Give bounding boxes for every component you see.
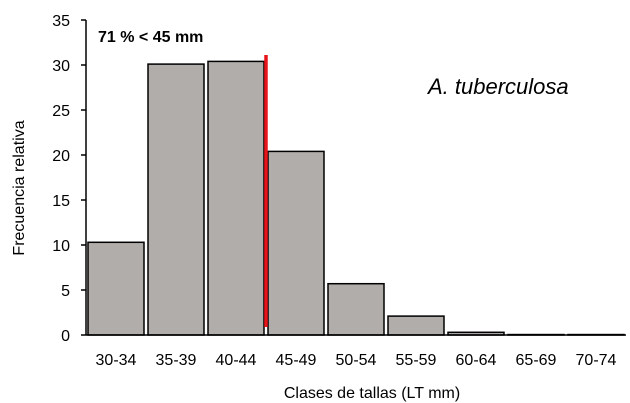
- y-axis-ticks: 0 5 10 15 20 25 30 35: [52, 13, 86, 345]
- y-tick-label: 15: [52, 193, 70, 210]
- bars: [87, 60, 625, 336]
- x-tick-label: 45-49: [276, 352, 317, 369]
- x-axis-title: Clases de tallas (LT mm): [284, 385, 460, 402]
- x-axis-ticks: 30-34 35-39 40-44 45-49 50-54 55-59 60-64 65-69…: [96, 352, 617, 369]
- bar-55-59: [387, 315, 445, 336]
- y-axis-title: Frecuencia relativa: [11, 120, 28, 255]
- y-tick-label: 10: [52, 238, 70, 255]
- threshold-annotation: 71 % < 45 mm: [98, 29, 203, 46]
- bar-35-39: [147, 63, 205, 336]
- y-tick-label: 30: [52, 58, 70, 75]
- y-tick-label: 25: [52, 103, 70, 120]
- x-tick-label: 35-39: [156, 352, 197, 369]
- x-tick-label: 30-34: [96, 352, 137, 369]
- bar-50-54: [327, 282, 385, 336]
- x-tick-label: 65-69: [516, 352, 557, 369]
- y-tick-label: 20: [52, 148, 70, 165]
- y-tick-label: 35: [52, 13, 70, 30]
- x-tick-label: 50-54: [336, 352, 377, 369]
- x-tick-label: 60-64: [456, 352, 497, 369]
- bar-45-49: [267, 150, 325, 336]
- x-tick-label: 40-44: [216, 352, 257, 369]
- species-label: A. tuberculosa: [426, 74, 569, 99]
- bar-30-34: [87, 241, 145, 336]
- y-tick-label: 5: [61, 283, 70, 300]
- x-tick-label: 70-74: [576, 352, 617, 369]
- y-tick-label: 0: [61, 328, 70, 345]
- bar-40-44: [207, 60, 265, 336]
- x-tick-label: 55-59: [396, 352, 437, 369]
